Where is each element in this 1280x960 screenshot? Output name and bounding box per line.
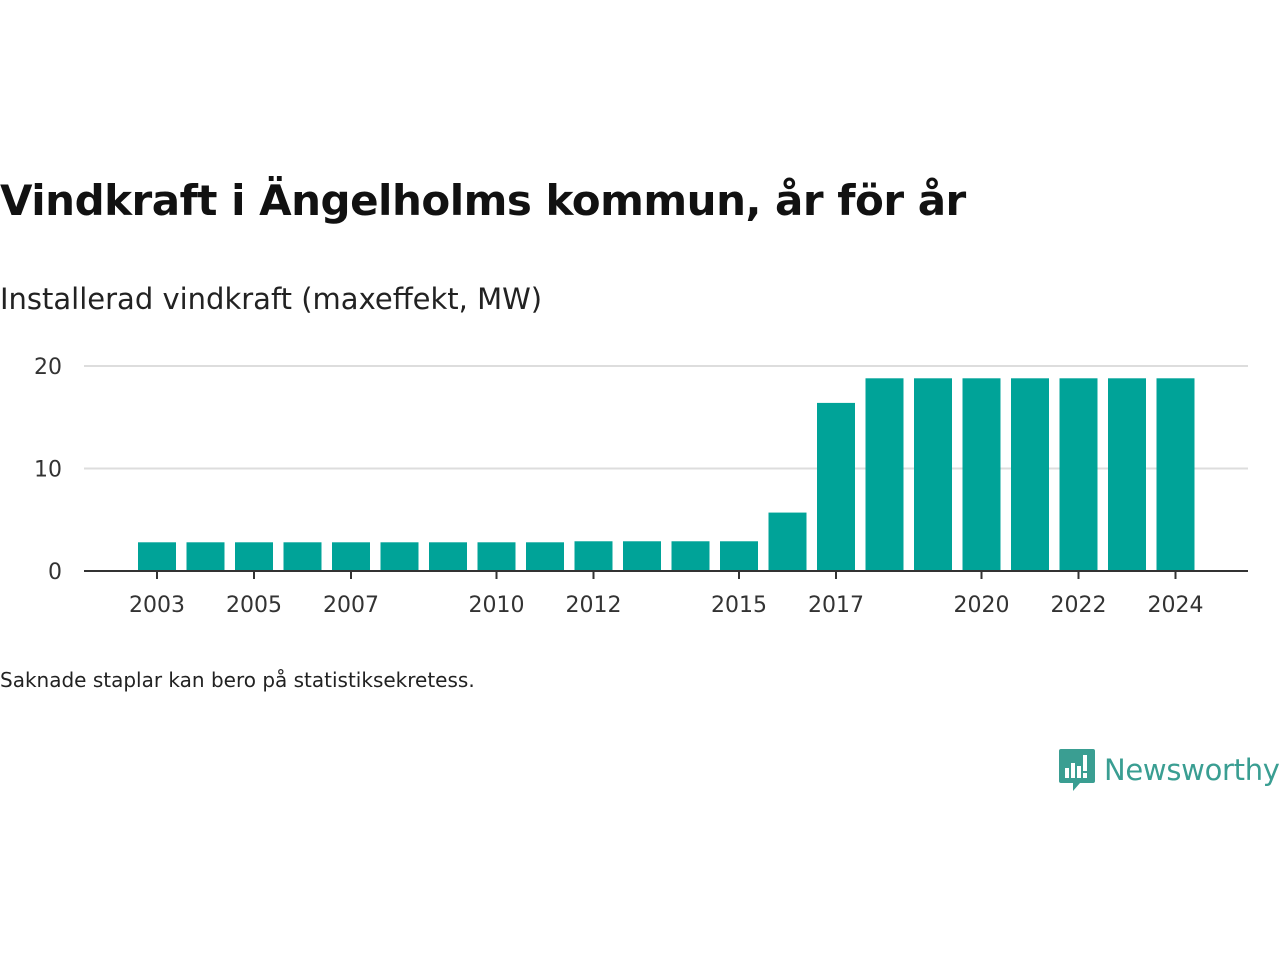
x-tick-label: 2022 xyxy=(1051,593,1107,618)
bar-2008 xyxy=(380,542,419,571)
bar-2019 xyxy=(914,378,952,571)
x-tick-label: 2017 xyxy=(808,593,864,618)
bar-2022 xyxy=(1059,378,1098,571)
grid-layer xyxy=(84,365,1248,470)
axis-layer xyxy=(84,570,1248,579)
x-tick-label: 2024 xyxy=(1148,593,1204,618)
bar-2010 xyxy=(477,542,516,571)
y-tick-label: 10 xyxy=(34,458,62,483)
bar-2009 xyxy=(429,542,467,571)
bar-2018 xyxy=(865,378,904,571)
bar-2015 xyxy=(720,541,758,571)
bar-chart-speech-bubble-icon xyxy=(1059,749,1095,791)
bar-2014 xyxy=(671,541,710,571)
bar-2016 xyxy=(768,512,807,571)
x-tick-label: 2020 xyxy=(954,593,1010,618)
footnote: Saknade staplar kan bero på statistiksek… xyxy=(0,668,475,692)
bar-2005 xyxy=(235,542,273,571)
bar-2020 xyxy=(962,378,1001,571)
brand-name: Newsworthy xyxy=(1104,753,1280,787)
x-tick-label: 2005 xyxy=(226,593,282,618)
y-tick-labels: 0 10 20 xyxy=(34,355,62,585)
x-tick-label: 2007 xyxy=(323,593,379,618)
bar-2012 xyxy=(574,541,613,571)
bar-2023 xyxy=(1108,378,1146,571)
bar-2011 xyxy=(526,542,564,571)
brand-logo: Newsworthy xyxy=(1058,748,1280,792)
x-tick-label: 2003 xyxy=(129,593,185,618)
bar-2004 xyxy=(186,542,225,571)
chart-title: Vindkraft i Ängelholms kommun, år för år xyxy=(0,176,966,225)
x-tick-label: 2010 xyxy=(469,593,525,618)
bar-2017 xyxy=(817,402,855,571)
bar-2003 xyxy=(138,542,176,571)
bar-2013 xyxy=(623,541,661,571)
x-tick-label: 2012 xyxy=(566,593,622,618)
chart-subtitle: Installerad vindkraft (maxeffekt, MW) xyxy=(0,282,543,316)
bar-2007 xyxy=(332,542,370,571)
y-tick-label: 20 xyxy=(34,355,62,380)
x-tick-labels: 2003 2005 2007 2010 2012 2015 2017 2020 2022 2024 xyxy=(129,593,1204,618)
bar-2006 xyxy=(283,542,322,571)
x-tick-label: 2015 xyxy=(711,593,767,618)
bar-2024 xyxy=(1156,378,1195,571)
y-tick-label: 0 xyxy=(48,560,62,585)
bar-layer xyxy=(138,378,1195,571)
bar-2021 xyxy=(1011,378,1049,571)
